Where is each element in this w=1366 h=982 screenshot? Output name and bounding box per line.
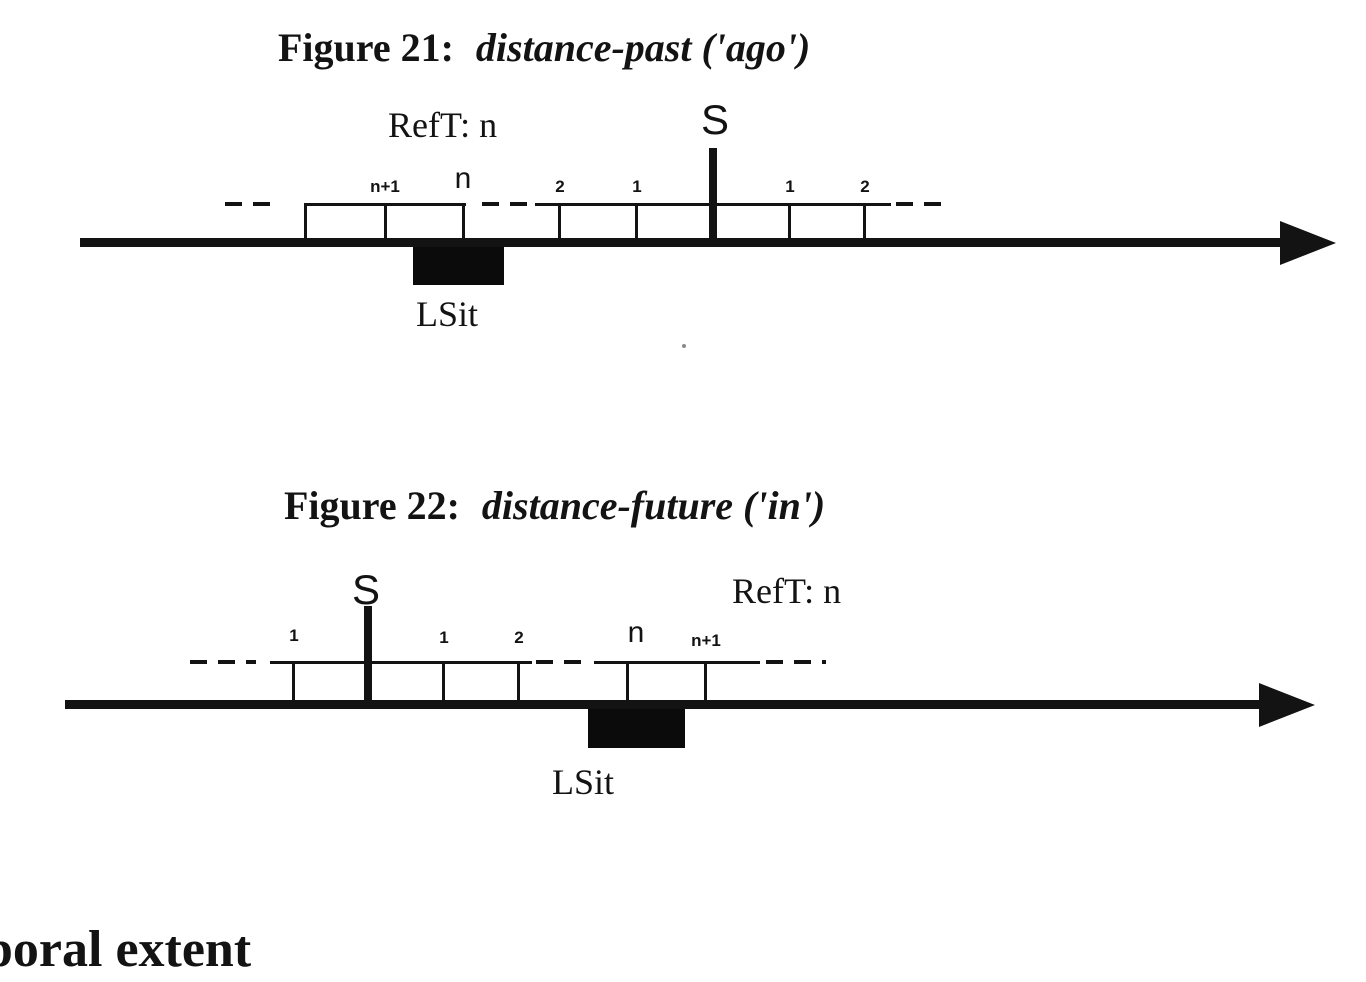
calibration-tick xyxy=(462,203,465,243)
speech-time-label: S xyxy=(701,96,730,143)
timeline-arrow-icon xyxy=(1280,221,1336,265)
dashed-scale-continuation xyxy=(896,202,944,206)
calibration-tick xyxy=(517,661,520,703)
lsit-label: LSit xyxy=(552,762,615,802)
n-plus-1-label: n+1 xyxy=(691,631,721,650)
n-label: n xyxy=(627,616,645,649)
interval-label: 2 xyxy=(555,177,565,196)
interval-label: 1 xyxy=(439,628,449,647)
figure-21-caption-prefix: Figure 21: xyxy=(278,25,454,70)
calibration-tick xyxy=(442,661,445,703)
n-plus-1-label: n+1 xyxy=(370,177,400,196)
calibration-tick xyxy=(863,203,866,243)
calibration-tick xyxy=(292,661,295,703)
calibration-scale-line xyxy=(594,661,760,664)
interval-label: 1 xyxy=(785,177,795,196)
calibration-tick xyxy=(788,203,791,243)
reference-time-label: RefT: n xyxy=(732,571,842,611)
speech-time-marker xyxy=(709,148,717,243)
figure-22-caption-prefix: Figure 22: xyxy=(284,483,460,528)
figure-21-caption-name: distance-past ('ago') xyxy=(475,25,811,70)
reference-time-label: RefT: n xyxy=(388,105,498,145)
scan-speck xyxy=(682,344,686,348)
calibration-tick xyxy=(635,203,638,243)
interval-label: 2 xyxy=(514,628,524,647)
calibration-tick xyxy=(704,661,707,703)
figure-22-caption-name: distance-future ('in') xyxy=(481,483,826,528)
calibration-scale-line xyxy=(270,661,532,664)
figure-21-caption: Figure 21: distance-past ('ago') xyxy=(278,24,810,71)
interval-label: 1 xyxy=(289,626,299,645)
dashed-scale-continuation xyxy=(482,202,534,206)
speech-time-marker xyxy=(364,606,372,703)
calibration-tick xyxy=(558,203,561,243)
dashed-scale-continuation xyxy=(766,660,826,664)
dashed-scale-continuation xyxy=(536,660,590,664)
timeline-arrow-icon xyxy=(1259,683,1315,727)
dashed-scale-continuation xyxy=(190,660,256,664)
dashed-scale-continuation xyxy=(225,202,281,206)
lsit-interval-box xyxy=(413,247,504,285)
lsit-interval-box xyxy=(588,709,685,748)
calibration-tick xyxy=(384,203,387,243)
interval-label: 2 xyxy=(860,177,870,196)
lsit-label: LSit xyxy=(416,294,479,334)
calibration-tick xyxy=(304,203,307,243)
timeline xyxy=(65,700,1261,709)
n-label: n xyxy=(454,162,472,195)
speech-time-label: S xyxy=(352,566,381,613)
figure-22-caption: Figure 22: distance-future ('in') xyxy=(284,482,825,529)
timeline xyxy=(80,238,1282,247)
calibration-tick xyxy=(626,661,629,703)
section-heading-partial: poral extent xyxy=(0,921,252,978)
interval-label: 1 xyxy=(632,177,642,196)
